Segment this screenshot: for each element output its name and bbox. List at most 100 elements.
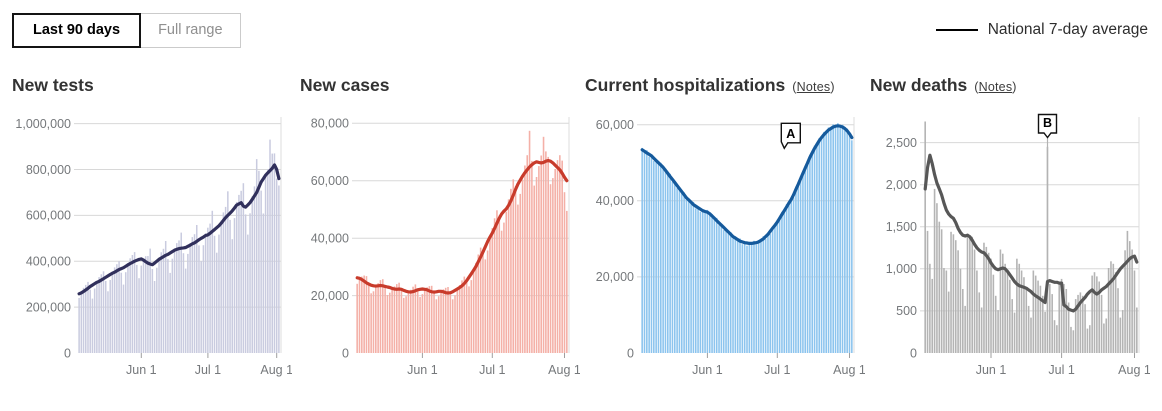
- daily-bar[interactable]: [258, 170, 260, 353]
- daily-bar[interactable]: [160, 251, 162, 353]
- daily-bar[interactable]: [1091, 275, 1093, 353]
- daily-bar[interactable]: [104, 280, 107, 353]
- daily-bar[interactable]: [1100, 294, 1103, 353]
- daily-bar[interactable]: [1004, 263, 1006, 353]
- daily-bar[interactable]: [549, 183, 552, 353]
- daily-bar[interactable]: [140, 265, 143, 353]
- daily-bar[interactable]: [804, 165, 807, 353]
- new-deaths-chart[interactable]: 0 500 1,000 1,500 2,000 2,500 Jun 1 Jul 1 Aug 1 B: [870, 109, 1150, 381]
- daily-bar[interactable]: [701, 208, 704, 353]
- daily-bar[interactable]: [96, 280, 98, 353]
- hospitalizations-chart[interactable]: 0 20,000 40,000 60,000 Jun 1 Jul 1 Aug 1 A: [585, 109, 865, 381]
- daily-bar[interactable]: [966, 233, 969, 353]
- daily-bar[interactable]: [147, 255, 149, 353]
- daily-bar[interactable]: [470, 279, 473, 353]
- daily-bar[interactable]: [1053, 319, 1056, 353]
- daily-bar[interactable]: [524, 165, 526, 353]
- daily-bar[interactable]: [251, 195, 254, 353]
- daily-bar[interactable]: [1096, 275, 1098, 353]
- daily-bar[interactable]: [776, 219, 779, 353]
- daily-bar[interactable]: [235, 201, 238, 353]
- daily-bar[interactable]: [641, 147, 643, 353]
- daily-bar[interactable]: [149, 248, 151, 353]
- daily-bar[interactable]: [405, 295, 407, 353]
- daily-bar[interactable]: [151, 268, 154, 353]
- daily-bar[interactable]: [512, 178, 515, 353]
- daily-bar[interactable]: [100, 273, 103, 353]
- daily-bar[interactable]: [528, 130, 531, 353]
- daily-bar[interactable]: [1136, 307, 1138, 353]
- daily-bar[interactable]: [442, 288, 445, 353]
- daily-bar[interactable]: [215, 252, 218, 353]
- daily-bar[interactable]: [189, 242, 191, 353]
- daily-bar[interactable]: [540, 155, 542, 353]
- daily-bar[interactable]: [837, 122, 839, 353]
- daily-bar[interactable]: [676, 187, 678, 353]
- daily-bar[interactable]: [365, 275, 368, 353]
- daily-bar[interactable]: [999, 249, 1002, 353]
- daily-bar[interactable]: [990, 258, 992, 353]
- daily-bar[interactable]: [978, 291, 981, 353]
- daily-bar[interactable]: [713, 219, 716, 353]
- daily-bar[interactable]: [1056, 324, 1058, 353]
- daily-bar[interactable]: [1034, 275, 1037, 353]
- daily-bar[interactable]: [799, 176, 802, 353]
- daily-bar[interactable]: [940, 228, 943, 353]
- daily-bar[interactable]: [247, 234, 249, 353]
- daily-bar[interactable]: [660, 162, 662, 353]
- daily-bar[interactable]: [271, 153, 273, 353]
- daily-bar[interactable]: [118, 260, 120, 353]
- daily-bar[interactable]: [1067, 302, 1070, 353]
- daily-bar[interactable]: [834, 127, 837, 353]
- daily-bar[interactable]: [1018, 263, 1021, 353]
- notes-link-text[interactable]: Notes: [796, 79, 831, 94]
- daily-bar[interactable]: [931, 278, 934, 353]
- daily-bar[interactable]: [1121, 309, 1124, 353]
- daily-bar[interactable]: [683, 191, 685, 353]
- daily-bar[interactable]: [552, 177, 554, 353]
- daily-bar[interactable]: [255, 158, 258, 353]
- daily-bar[interactable]: [89, 289, 91, 353]
- daily-bar[interactable]: [1058, 281, 1061, 353]
- daily-bar[interactable]: [171, 258, 174, 353]
- daily-bar[interactable]: [1070, 326, 1072, 353]
- daily-bar[interactable]: [792, 196, 795, 353]
- daily-bar[interactable]: [200, 260, 202, 353]
- daily-bar[interactable]: [774, 225, 776, 353]
- daily-bar[interactable]: [278, 185, 280, 353]
- daily-bar[interactable]: [109, 279, 111, 353]
- daily-bar[interactable]: [260, 190, 262, 353]
- daily-bar[interactable]: [788, 204, 790, 353]
- new-cases-chart[interactable]: 0 20,000 40,000 60,000 80,000 Jun 1 Jul 1 Aug 1: [300, 109, 580, 381]
- daily-bar[interactable]: [370, 292, 372, 353]
- daily-bar[interactable]: [797, 184, 800, 353]
- daily-bar[interactable]: [156, 267, 158, 353]
- daily-bar[interactable]: [987, 252, 990, 353]
- daily-bar[interactable]: [428, 285, 431, 353]
- daily-bar[interactable]: [87, 281, 89, 353]
- daily-bar[interactable]: [173, 247, 176, 353]
- daily-bar[interactable]: [131, 254, 134, 353]
- daily-bar[interactable]: [426, 286, 428, 353]
- daily-bar[interactable]: [402, 297, 405, 353]
- daily-bar[interactable]: [213, 235, 216, 353]
- daily-bar[interactable]: [1049, 283, 1051, 353]
- daily-bar[interactable]: [437, 295, 440, 353]
- daily-bar[interactable]: [93, 288, 96, 353]
- daily-bar[interactable]: [936, 202, 938, 353]
- daily-bar[interactable]: [962, 288, 964, 353]
- daily-bar[interactable]: [687, 197, 690, 353]
- daily-bar[interactable]: [748, 241, 751, 353]
- daily-bar[interactable]: [395, 283, 398, 353]
- daily-bar[interactable]: [372, 290, 375, 353]
- daily-bar[interactable]: [122, 284, 125, 353]
- daily-bar[interactable]: [1060, 278, 1063, 353]
- daily-bar[interactable]: [414, 283, 417, 353]
- daily-bar[interactable]: [507, 198, 510, 353]
- daily-bar[interactable]: [196, 224, 198, 353]
- daily-bar[interactable]: [454, 294, 456, 353]
- daily-bar[interactable]: [1065, 288, 1068, 353]
- daily-bar[interactable]: [382, 278, 384, 353]
- daily-bar[interactable]: [220, 220, 222, 353]
- daily-bar[interactable]: [813, 145, 816, 353]
